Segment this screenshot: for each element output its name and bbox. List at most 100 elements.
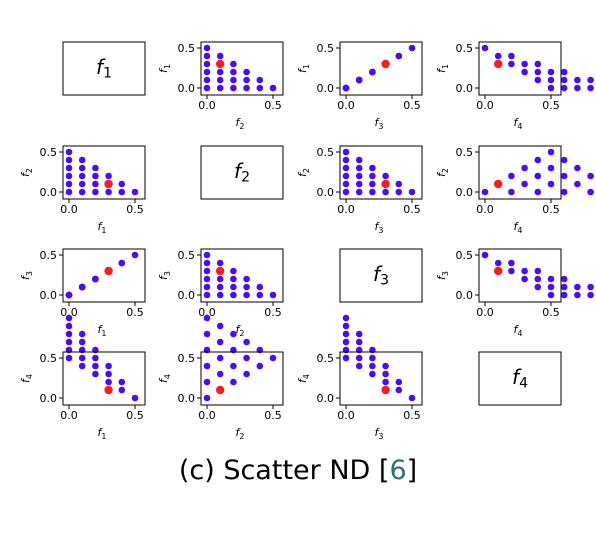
diagonal-label-subscript: 4 [519,376,528,392]
data-point [92,180,99,188]
data-point [355,338,363,346]
panel-r1-c3: 0.00.0 0.5 0.5 f3 f1 [296,41,423,130]
highlight-point [104,179,113,189]
x-axis-label: f3 [375,220,384,234]
x-axis-label-subscript: 1 [101,328,106,337]
data-point [342,322,350,330]
panel-r2-c1: 0.00.0 0.5 0.5 f1 f2 [19,145,146,234]
x-tick-label: 0.0 [337,99,355,112]
y-tick-label: 0.0 [40,392,58,405]
data-point [395,378,403,386]
data-point [574,164,581,172]
x-axis-label-subscript: 3 [378,225,383,234]
data-point [547,148,555,156]
panel-r4-c4: f4 [478,351,562,406]
y-tick-label: 0.5 [456,146,474,159]
x-tick-label: 0.5 [264,306,282,319]
highlight-point [494,59,503,69]
y-axis-label: f2 [296,168,310,177]
y-axis-label: f3 [435,271,449,280]
y-axis-label-subscript: 2 [440,168,449,173]
data-point [547,275,555,283]
data-point [395,386,403,394]
data-point [78,188,86,196]
y-axis-label: f4 [19,374,33,383]
data-point [203,52,211,60]
data-point [203,283,211,291]
axes-frame [62,351,146,406]
data-point [203,76,211,84]
data-point [369,164,376,172]
highlight-point [494,266,503,276]
data-point [481,188,489,196]
data-point [243,84,250,92]
data-point [203,394,211,402]
data-point [521,180,528,188]
data-point [369,68,376,76]
data-point [78,330,86,338]
data-point [574,283,581,291]
data-point [508,259,515,267]
diagonal-box [478,351,562,406]
y-axis-label: f1 [157,64,171,73]
data-point [355,172,363,180]
panel-r2-c2: f2 [200,145,284,200]
data-point [342,84,350,92]
data-point [342,188,350,196]
data-point [118,180,126,188]
y-axis-label-subscript: 1 [162,64,171,69]
x-tick-label: 0.5 [542,99,560,112]
data-point [230,68,237,76]
y-tick-label: 0.0 [178,392,196,405]
data-point [408,394,416,402]
panel-r1-c1: f1 [62,41,146,96]
caption-reference[interactable]: 6 [389,455,407,486]
data-point [203,330,211,338]
data-point [216,354,224,362]
data-point [78,354,86,362]
data-point [481,251,489,259]
panel-r2-c3: 0.00.0 0.5 0.5 f3 f2 [296,145,423,234]
x-tick-label: 0.5 [126,409,144,422]
data-point [508,52,515,60]
data-point [269,291,277,299]
data-point [521,267,528,275]
data-point [269,354,277,362]
data-point [560,156,568,164]
data-point [342,330,350,338]
data-point [92,188,99,196]
data-point [230,60,237,68]
y-axis-label: f3 [19,271,33,280]
caption-text: (c) Scatter ND [ [178,455,390,486]
data-point [78,338,86,346]
x-tick-label: 0.0 [337,409,355,422]
data-point [547,68,555,76]
x-axis-label: f2 [236,116,245,130]
x-tick-label: 0.5 [403,99,421,112]
data-point [382,172,389,180]
data-point [230,362,237,370]
data-point [342,148,350,156]
data-point [216,275,224,283]
data-point [508,60,515,68]
data-point [92,370,99,378]
data-point [269,84,277,92]
y-tick-label: 0.0 [456,82,474,95]
x-tick-label: 0.0 [60,203,78,216]
data-point [355,180,363,188]
data-point [574,180,581,188]
data-point [574,84,581,92]
panel-r3-c2: 0.00.0 0.5 0.5 f2 f3 [157,248,284,337]
x-tick-label: 0.0 [60,409,78,422]
data-point [256,283,264,291]
y-axis-label-subscript: 3 [162,271,171,276]
x-axis-label-subscript: 2 [239,121,244,130]
data-point [78,362,86,370]
data-point [203,60,211,68]
data-point [534,68,542,76]
highlight-point [216,59,225,69]
x-axis-label-subscript: 2 [239,328,244,337]
x-axis-label-subscript: 2 [239,431,244,440]
data-point [342,338,350,346]
data-point [587,76,594,84]
